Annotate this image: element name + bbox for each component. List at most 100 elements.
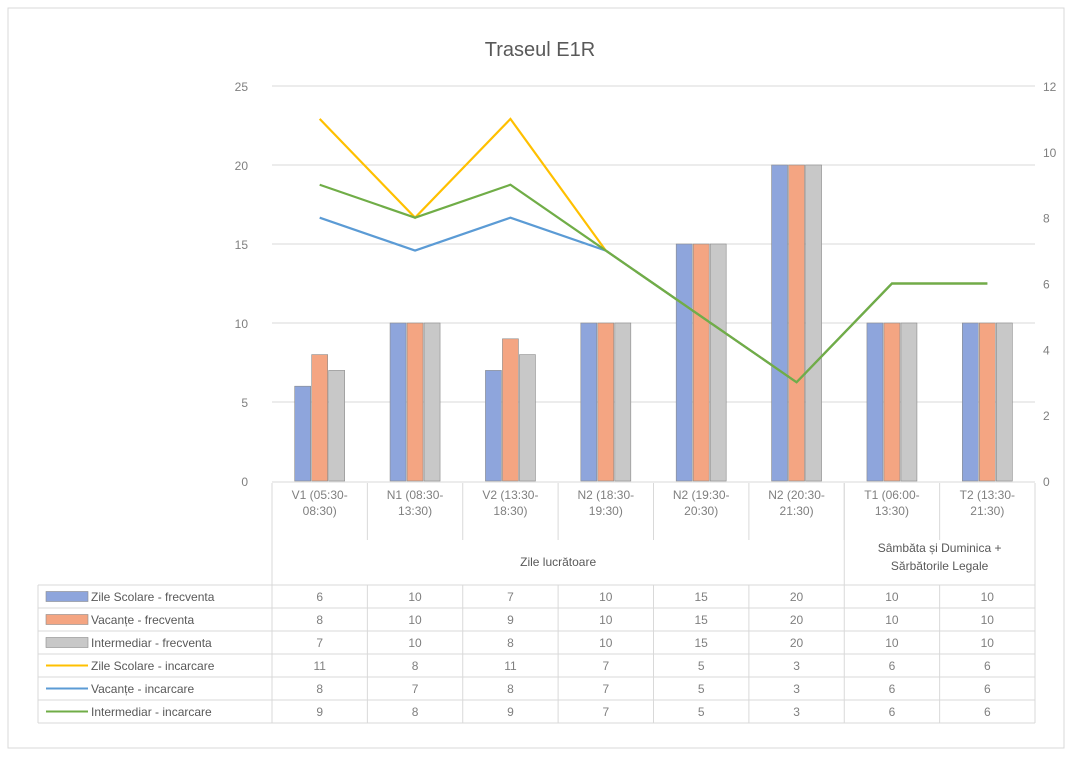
bar <box>311 354 328 482</box>
table-cell-value: 8 <box>507 636 514 650</box>
table-cell-value: 20 <box>790 613 804 627</box>
legend-label: Vacanțe - incarcare <box>91 682 194 696</box>
bar <box>580 322 598 482</box>
table-cell-value: 8 <box>316 682 323 696</box>
legend-label: Zile Scolare - frecventa <box>91 590 215 604</box>
series-line <box>319 183 988 384</box>
table-cell-value: 3 <box>793 682 800 696</box>
x-tick-label: N2 (19:30- 20:30) <box>673 488 730 518</box>
table-cell-value: 7 <box>602 705 609 719</box>
legend-swatch <box>45 637 89 648</box>
bar <box>294 385 311 482</box>
x-tick-label-line: V2 (13:30- <box>482 488 538 502</box>
table-cell-value: 5 <box>698 659 705 673</box>
table-cell-value: 10 <box>599 636 613 650</box>
bar <box>979 322 996 482</box>
x-tick-label-line: N1 (08:30- <box>387 488 444 502</box>
bar <box>883 322 901 482</box>
table-cell-value: 11 <box>504 659 517 673</box>
table-cell-value: 10 <box>885 613 899 627</box>
table-cell-value: 11 <box>313 659 326 673</box>
table-cell-value: 7 <box>316 636 323 650</box>
bar <box>423 322 441 482</box>
y-right-tick-label: 6 <box>1043 278 1050 292</box>
bar <box>692 243 710 482</box>
x-tick-label-line: 21:30) <box>780 504 814 518</box>
table-cell-value: 6 <box>889 682 896 696</box>
table-cell-value: 9 <box>507 613 514 627</box>
x-tick-label-line: N2 (19:30- <box>673 488 730 502</box>
axes: 0 5 10 15 20 25 0 2 4 6 8 10 12 V1 (05:30- 08:30) N1 (0… <box>235 80 1057 585</box>
y-right-tick-label: 10 <box>1043 146 1057 160</box>
line-series <box>318 117 988 384</box>
table-cell-value: 7 <box>602 682 609 696</box>
bar <box>597 322 615 482</box>
table-cell-value: 6 <box>984 659 991 673</box>
x-tick-label: V2 (13:30- 18:30) <box>482 488 538 518</box>
bar <box>866 322 884 482</box>
x-tick-label: N2 (18:30- 19:30) <box>577 488 634 518</box>
y-right-tick-label: 8 <box>1043 212 1050 226</box>
bar <box>996 322 1013 482</box>
table-cell-value: 15 <box>695 636 709 650</box>
chart-title: Traseul E1R <box>485 39 595 61</box>
group-label-line: Zile lucrătoare <box>520 555 596 569</box>
bar <box>519 354 536 482</box>
table-cell-value: 3 <box>793 705 800 719</box>
y-left-tick-label: 10 <box>235 317 249 331</box>
y-right-tick-label: 0 <box>1043 475 1050 489</box>
bar <box>485 370 502 482</box>
table-cell-value: 20 <box>790 590 804 604</box>
x-tick-label-line: N2 (20:30- <box>768 488 825 502</box>
y-right-tick-label: 4 <box>1043 343 1050 357</box>
x-tick-label-line: T2 (13:30- <box>960 488 1015 502</box>
bar <box>788 164 805 482</box>
group-label-line: Sărbătorile Legale <box>891 559 989 573</box>
y-left-tick-label: 20 <box>235 159 249 173</box>
bar <box>675 243 693 482</box>
bar <box>709 243 727 482</box>
bar <box>900 322 918 482</box>
table-cell-value: 6 <box>889 659 896 673</box>
table-cell-value: 6 <box>984 705 991 719</box>
y-left-tick-label: 0 <box>241 475 248 489</box>
table-cell-value: 7 <box>507 590 514 604</box>
legend-label: Zile Scolare - incarcare <box>91 659 215 673</box>
table-cell-value: 8 <box>507 682 514 696</box>
table-cell-value: 5 <box>698 705 705 719</box>
group-label: Zile lucrătoare <box>520 555 596 569</box>
x-tick-label: T2 (13:30- 21:30) <box>960 488 1015 518</box>
bar <box>614 322 632 482</box>
x-tick-label-line: V1 (05:30- <box>292 488 348 502</box>
table-cell-value: 10 <box>408 636 422 650</box>
table-cell-value: 10 <box>599 590 613 604</box>
table-cell-value: 8 <box>316 613 323 627</box>
table-cell-value: 9 <box>507 705 514 719</box>
table-cell-value: 8 <box>412 659 419 673</box>
table-cell-value: 20 <box>790 636 804 650</box>
x-tick-label-line: N2 (18:30- <box>577 488 634 502</box>
table-cell-value: 6 <box>984 682 991 696</box>
bar <box>962 322 979 482</box>
x-tick-label-line: 13:30) <box>398 504 432 518</box>
table-cell-value: 7 <box>602 659 609 673</box>
x-tick-label-line: 08:30) <box>303 504 337 518</box>
table-cell-value: 10 <box>599 613 613 627</box>
y-left-tick-label: 15 <box>235 238 249 252</box>
bar <box>771 164 788 482</box>
y-left-tick-label: 5 <box>241 396 248 410</box>
x-tick-label-line: 21:30) <box>970 504 1004 518</box>
table-cell-value: 10 <box>885 636 899 650</box>
x-tick-label-line: 20:30) <box>684 504 718 518</box>
table-cell-value: 5 <box>698 682 705 696</box>
table-cell-value: 8 <box>412 705 419 719</box>
x-tick-label-line: T1 (06:00- <box>864 488 919 502</box>
x-tick-label-line: 13:30) <box>875 504 909 518</box>
y-left-tick-label: 25 <box>235 80 249 94</box>
x-tick-label-line: 18:30) <box>493 504 527 518</box>
bar <box>502 338 519 482</box>
legend-label: Vacanțe - frecventa <box>91 613 194 627</box>
bar <box>805 164 822 482</box>
